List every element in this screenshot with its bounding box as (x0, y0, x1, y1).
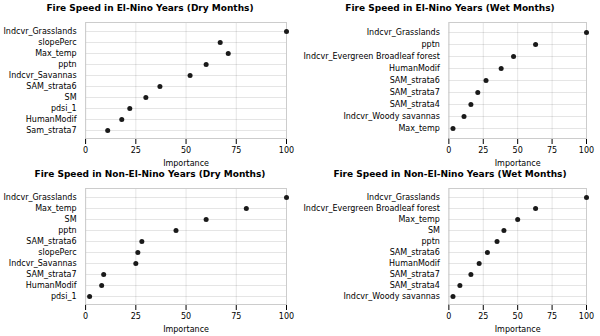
svg-text:SAM_strata6: SAM_strata6 (26, 82, 76, 91)
svg-text:Indcvr_Evergreen Broadleaf for: Indcvr_Evergreen Broadleaf forest (303, 204, 439, 213)
svg-text:SAM_strata6: SAM_strata6 (26, 237, 76, 246)
svg-text:75: 75 (547, 146, 557, 155)
svg-text:Indcvr_Woody savannas: Indcvr_Woody savannas (343, 292, 439, 301)
svg-text:Indcvr_Savannas: Indcvr_Savannas (9, 259, 77, 268)
svg-text:Indcvr_Grasslands: Indcvr_Grasslands (3, 193, 76, 202)
svg-text:Max_temp: Max_temp (398, 124, 439, 133)
svg-text:SAM_strata4: SAM_strata4 (390, 281, 440, 290)
svg-text:100: 100 (579, 312, 594, 321)
svg-text:pptn: pptn (421, 40, 439, 49)
svg-text:Importance: Importance (495, 159, 541, 168)
svg-text:0: 0 (446, 146, 451, 155)
svg-text:75: 75 (231, 312, 241, 321)
svg-text:HumanModif: HumanModif (26, 281, 77, 290)
svg-text:Importance: Importance (163, 159, 209, 168)
svg-text:SAM_strata7: SAM_strata7 (26, 270, 76, 279)
svg-text:Indcvr_Grasslands: Indcvr_Grasslands (367, 28, 440, 37)
svg-text:HumanModif: HumanModif (26, 115, 77, 124)
svg-text:50: 50 (513, 312, 523, 321)
svg-text:slopePerc: slopePerc (38, 248, 76, 257)
svg-text:SAM_strata6: SAM_strata6 (390, 248, 440, 257)
svg-text:75: 75 (547, 312, 557, 321)
svg-text:25: 25 (131, 312, 141, 321)
svg-text:pdsi_1: pdsi_1 (51, 104, 77, 113)
svg-text:50: 50 (513, 146, 523, 155)
svg-text:0: 0 (83, 146, 88, 155)
html-text:Fire Speed in El-Nino Years (W: Fire Speed in El-Nino Years (Wet Months) (345, 3, 555, 13)
svg-text:HumanModif: HumanModif (389, 64, 440, 73)
svg-text:25: 25 (478, 146, 488, 155)
html-text:Fire Speed in Non-El-Nino Year: Fire Speed in Non-El-Nino Years (Dry Mon… (34, 169, 266, 179)
svg-text:SAM_strata7: SAM_strata7 (390, 270, 440, 279)
svg-text:25: 25 (131, 146, 141, 155)
svg-text:Indcvr_Woody savannas: Indcvr_Woody savannas (343, 112, 439, 121)
svg-text:Max_temp: Max_temp (398, 215, 439, 224)
svg-text:50: 50 (181, 146, 191, 155)
svg-text:pptn: pptn (58, 60, 76, 69)
svg-text:slopePerc: slopePerc (38, 38, 76, 47)
svg-text:pdsi_1: pdsi_1 (51, 292, 77, 301)
svg-text:Max_temp: Max_temp (35, 49, 76, 58)
svg-text:100: 100 (579, 146, 594, 155)
svg-text:Indcvr_Grasslands: Indcvr_Grasslands (3, 27, 76, 36)
svg-text:Max_temp: Max_temp (35, 204, 76, 213)
svg-text:50: 50 (181, 312, 191, 321)
svg-text:0: 0 (446, 312, 451, 321)
svg-text:Importance: Importance (163, 325, 209, 334)
svg-text:SM: SM (65, 215, 77, 224)
svg-text:HumanModif: HumanModif (389, 259, 440, 268)
svg-text:Sam_strata7: Sam_strata7 (26, 126, 76, 135)
svg-text:Importance: Importance (495, 325, 541, 334)
svg-text:75: 75 (231, 146, 241, 155)
svg-text:pptn: pptn (421, 237, 439, 246)
html-text:Fire Speed in Non-El-Nino Year: Fire Speed in Non-El-Nino Years (Wet Mon… (333, 169, 567, 179)
svg-text:100: 100 (279, 146, 294, 155)
svg-text:Indcvr_Savannas: Indcvr_Savannas (9, 71, 77, 80)
svg-text:pptn: pptn (58, 226, 76, 235)
svg-text:SM: SM (428, 226, 440, 235)
svg-text:Indcvr_Grasslands: Indcvr_Grasslands (367, 193, 440, 202)
svg-text:25: 25 (478, 312, 488, 321)
svg-text:SAM_strata4: SAM_strata4 (390, 100, 440, 109)
svg-text:Indcvr_Evergreen Broadleaf for: Indcvr_Evergreen Broadleaf forest (303, 52, 439, 61)
svg-text:100: 100 (279, 312, 294, 321)
svg-text:0: 0 (83, 312, 88, 321)
svg-text:SAM_strata6: SAM_strata6 (390, 76, 440, 85)
svg-text:SM: SM (65, 93, 77, 102)
html-text:Fire Speed in El-Nino Years (D: Fire Speed in El-Nino Years (Dry Months) (46, 3, 254, 13)
svg-text:SAM_strata7: SAM_strata7 (390, 88, 440, 97)
